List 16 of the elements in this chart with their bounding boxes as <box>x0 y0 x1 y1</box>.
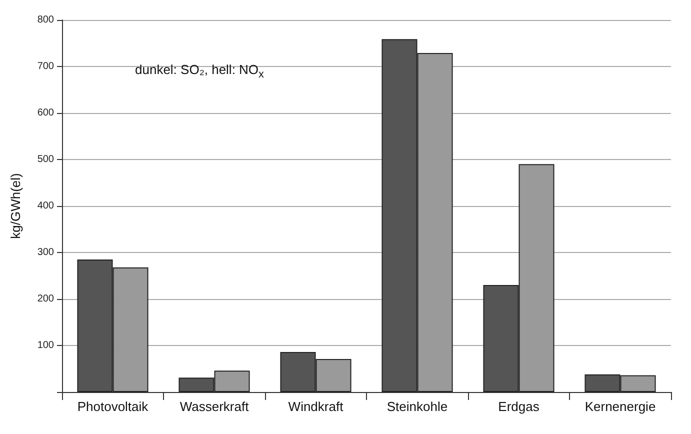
x-tick-label: Steinkohle <box>386 399 448 414</box>
y-tick-label: 100 <box>37 340 54 351</box>
y-tick-label: 600 <box>37 108 54 118</box>
y-tick-label: 700 <box>37 61 54 72</box>
y-tick-label: 500 <box>37 154 54 165</box>
y-tick-label: 200 <box>37 294 54 304</box>
y-tick-label: 400 <box>37 200 54 212</box>
x-tick-label: Kernenergie <box>584 399 656 414</box>
y-tick-label: 800 <box>37 14 54 26</box>
x-tick-label: Photovoltaik <box>77 399 149 414</box>
annotation: dunkel: SO₂, hell: NO$_{x}$ <box>135 62 264 81</box>
x-tick-label: Wasserkraft <box>180 399 250 414</box>
x-tick-label: Erdgas <box>498 399 540 414</box>
y-tick-label: 300 <box>37 247 54 258</box>
y-axis-title: kg/GWh(el) <box>8 173 23 239</box>
x-tick-label: Windkraft <box>288 399 344 414</box>
